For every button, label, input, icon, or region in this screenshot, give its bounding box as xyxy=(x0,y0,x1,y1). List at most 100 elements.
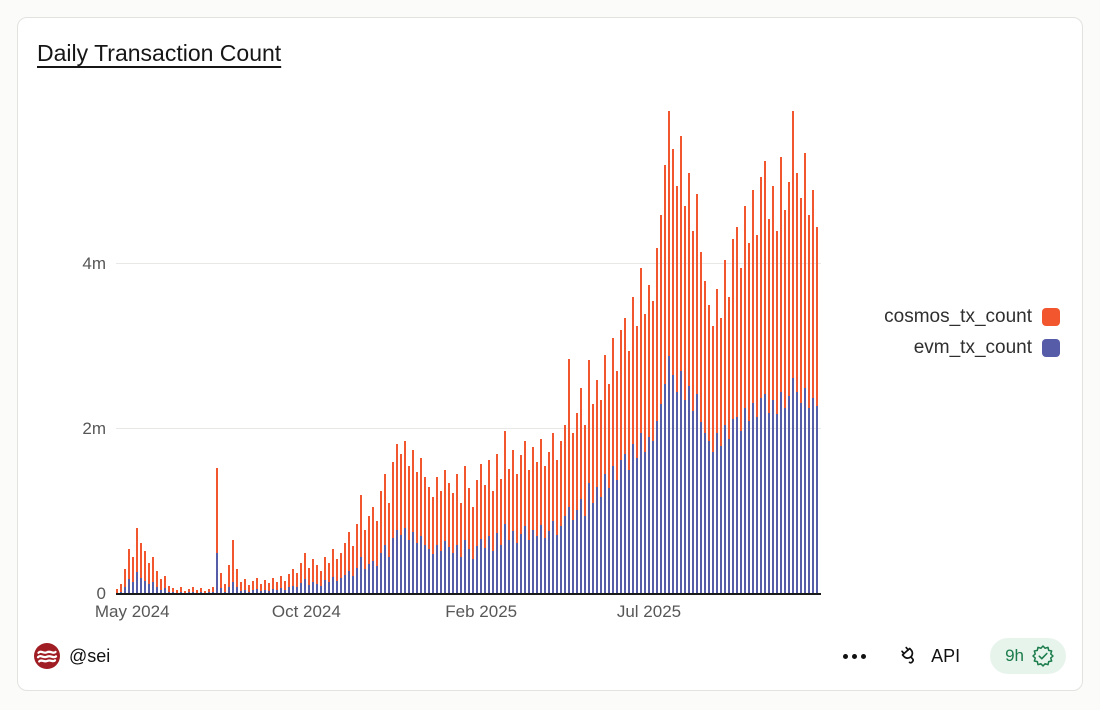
bar-day-161 xyxy=(760,99,764,594)
bar-day-112 xyxy=(564,99,568,594)
cosmos-bar-segment xyxy=(360,495,363,557)
cosmos-bar-segment xyxy=(516,474,519,543)
cosmos-bar-segment xyxy=(340,552,343,579)
author-link[interactable]: @sei xyxy=(34,643,110,669)
evm-bar-segment xyxy=(736,416,739,594)
bar-day-146 xyxy=(700,99,704,594)
bar-day-88 xyxy=(468,99,472,594)
cosmos-bar-segment xyxy=(548,452,551,532)
bar-day-157 xyxy=(744,99,748,594)
cosmos-bar-segment xyxy=(304,552,307,580)
bar-day-50 xyxy=(316,99,320,594)
cosmos-bar-segment xyxy=(148,562,151,585)
cosmos-bar-segment xyxy=(256,577,259,590)
bars-container[interactable] xyxy=(116,99,821,594)
evm-bar-segment xyxy=(324,579,327,594)
cosmos-bar-segment xyxy=(660,214,663,405)
bar-day-114 xyxy=(572,99,576,594)
evm-bar-segment xyxy=(120,591,123,594)
evm-bar-segment xyxy=(164,588,167,594)
evm-bar-segment xyxy=(616,480,619,594)
evm-bar-segment xyxy=(268,590,271,594)
evm-bar-segment xyxy=(748,420,751,594)
chart-plot-area: May 2024 Oct 2024 Feb 2025 Jul 2025 0 2m 4m xyxy=(82,99,821,621)
evm-bar-segment xyxy=(540,524,543,594)
cosmos-bar-segment xyxy=(316,565,319,585)
bar-day-54 xyxy=(332,99,336,594)
legend-item-evm[interactable]: evm_tx_count xyxy=(914,337,1060,359)
cosmos-bar-segment xyxy=(768,218,771,413)
evm-bar-segment xyxy=(732,419,735,594)
cosmos-bar-segment xyxy=(408,466,411,540)
evm-bar-segment xyxy=(684,400,687,594)
cosmos-bar-segment xyxy=(504,431,507,524)
cosmos-bar-segment xyxy=(792,110,795,378)
evm-bar-segment xyxy=(788,396,791,594)
bar-day-152 xyxy=(724,99,728,594)
cosmos-bar-segment xyxy=(220,573,223,589)
cosmos-bar-segment xyxy=(292,569,295,586)
cosmos-bar-segment xyxy=(356,523,359,568)
bar-day-151 xyxy=(720,99,724,594)
bar-day-149 xyxy=(712,99,716,594)
bar-day-150 xyxy=(716,99,720,594)
cosmos-bar-segment xyxy=(144,551,147,581)
cosmos-bar-segment xyxy=(804,152,807,388)
bar-day-62 xyxy=(364,99,368,594)
cosmos-bar-segment xyxy=(592,404,595,504)
cosmos-bar-segment xyxy=(460,503,463,557)
chart-widget-card: Daily Transaction Count May 2024 Oct 2024… xyxy=(17,17,1083,691)
evm-bar-segment xyxy=(372,561,375,594)
cosmos-bar-segment xyxy=(368,515,371,565)
cosmos-bar-segment xyxy=(480,463,483,539)
plug-icon xyxy=(898,644,922,668)
bar-day-47 xyxy=(304,99,308,594)
evm-bar-segment xyxy=(316,584,319,594)
cosmos-bar-segment xyxy=(644,313,647,453)
evm-bar-segment xyxy=(504,523,507,594)
bar-day-144 xyxy=(692,99,696,594)
evm-bar-segment xyxy=(768,412,771,594)
bar-day-71 xyxy=(400,99,404,594)
x-axis-tick-label: May 2024 xyxy=(94,602,170,621)
bar-day-172 xyxy=(804,99,808,594)
evm-bar-segment xyxy=(676,391,679,594)
cosmos-bar-segment xyxy=(172,588,175,593)
cosmos-bar-segment xyxy=(656,247,659,421)
cosmos-bar-segment xyxy=(268,583,271,591)
evm-bar-segment xyxy=(528,540,531,594)
evm-bar-segment xyxy=(360,556,363,594)
more-options-button[interactable] xyxy=(841,648,868,665)
api-button[interactable]: API xyxy=(898,644,960,668)
evm-bar-segment xyxy=(724,424,727,594)
chart-title[interactable]: Daily Transaction Count xyxy=(37,40,282,66)
evm-bar-segment xyxy=(388,556,391,594)
bar-day-77 xyxy=(424,99,428,594)
evm-bar-segment xyxy=(352,575,355,594)
x-axis-tick-labels: May 2024 Oct 2024 Feb 2025 Jul 2025 xyxy=(95,602,821,626)
bar-day-96 xyxy=(500,99,504,594)
evm-bar-segment xyxy=(136,571,139,594)
cosmos-bar-segment xyxy=(712,325,715,453)
evm-bar-segment xyxy=(552,521,555,594)
evm-bar-segment xyxy=(484,547,487,594)
evm-bar-segment xyxy=(804,387,807,594)
legend-item-cosmos[interactable]: cosmos_tx_count xyxy=(884,306,1060,328)
last-updated-badge[interactable]: 9h xyxy=(990,638,1066,674)
evm-bar-segment xyxy=(424,544,427,594)
cosmos-bar-segment xyxy=(128,548,131,580)
bar-day-119 xyxy=(592,99,596,594)
legend-swatch-evm-icon xyxy=(1042,339,1060,357)
evm-bar-segment xyxy=(252,589,255,594)
bar-day-173 xyxy=(808,99,812,594)
cosmos-bar-segment xyxy=(200,588,203,593)
evm-bar-segment xyxy=(436,544,439,594)
evm-bar-segment xyxy=(508,540,511,594)
y-axis-tick-label: 4m xyxy=(82,254,106,273)
bar-day-75 xyxy=(416,99,420,594)
bar-day-141 xyxy=(680,99,684,594)
cosmos-bar-segment xyxy=(384,474,387,545)
evm-bar-segment xyxy=(564,516,567,594)
evm-bar-segment xyxy=(652,441,655,594)
evm-bar-segment xyxy=(784,408,787,594)
